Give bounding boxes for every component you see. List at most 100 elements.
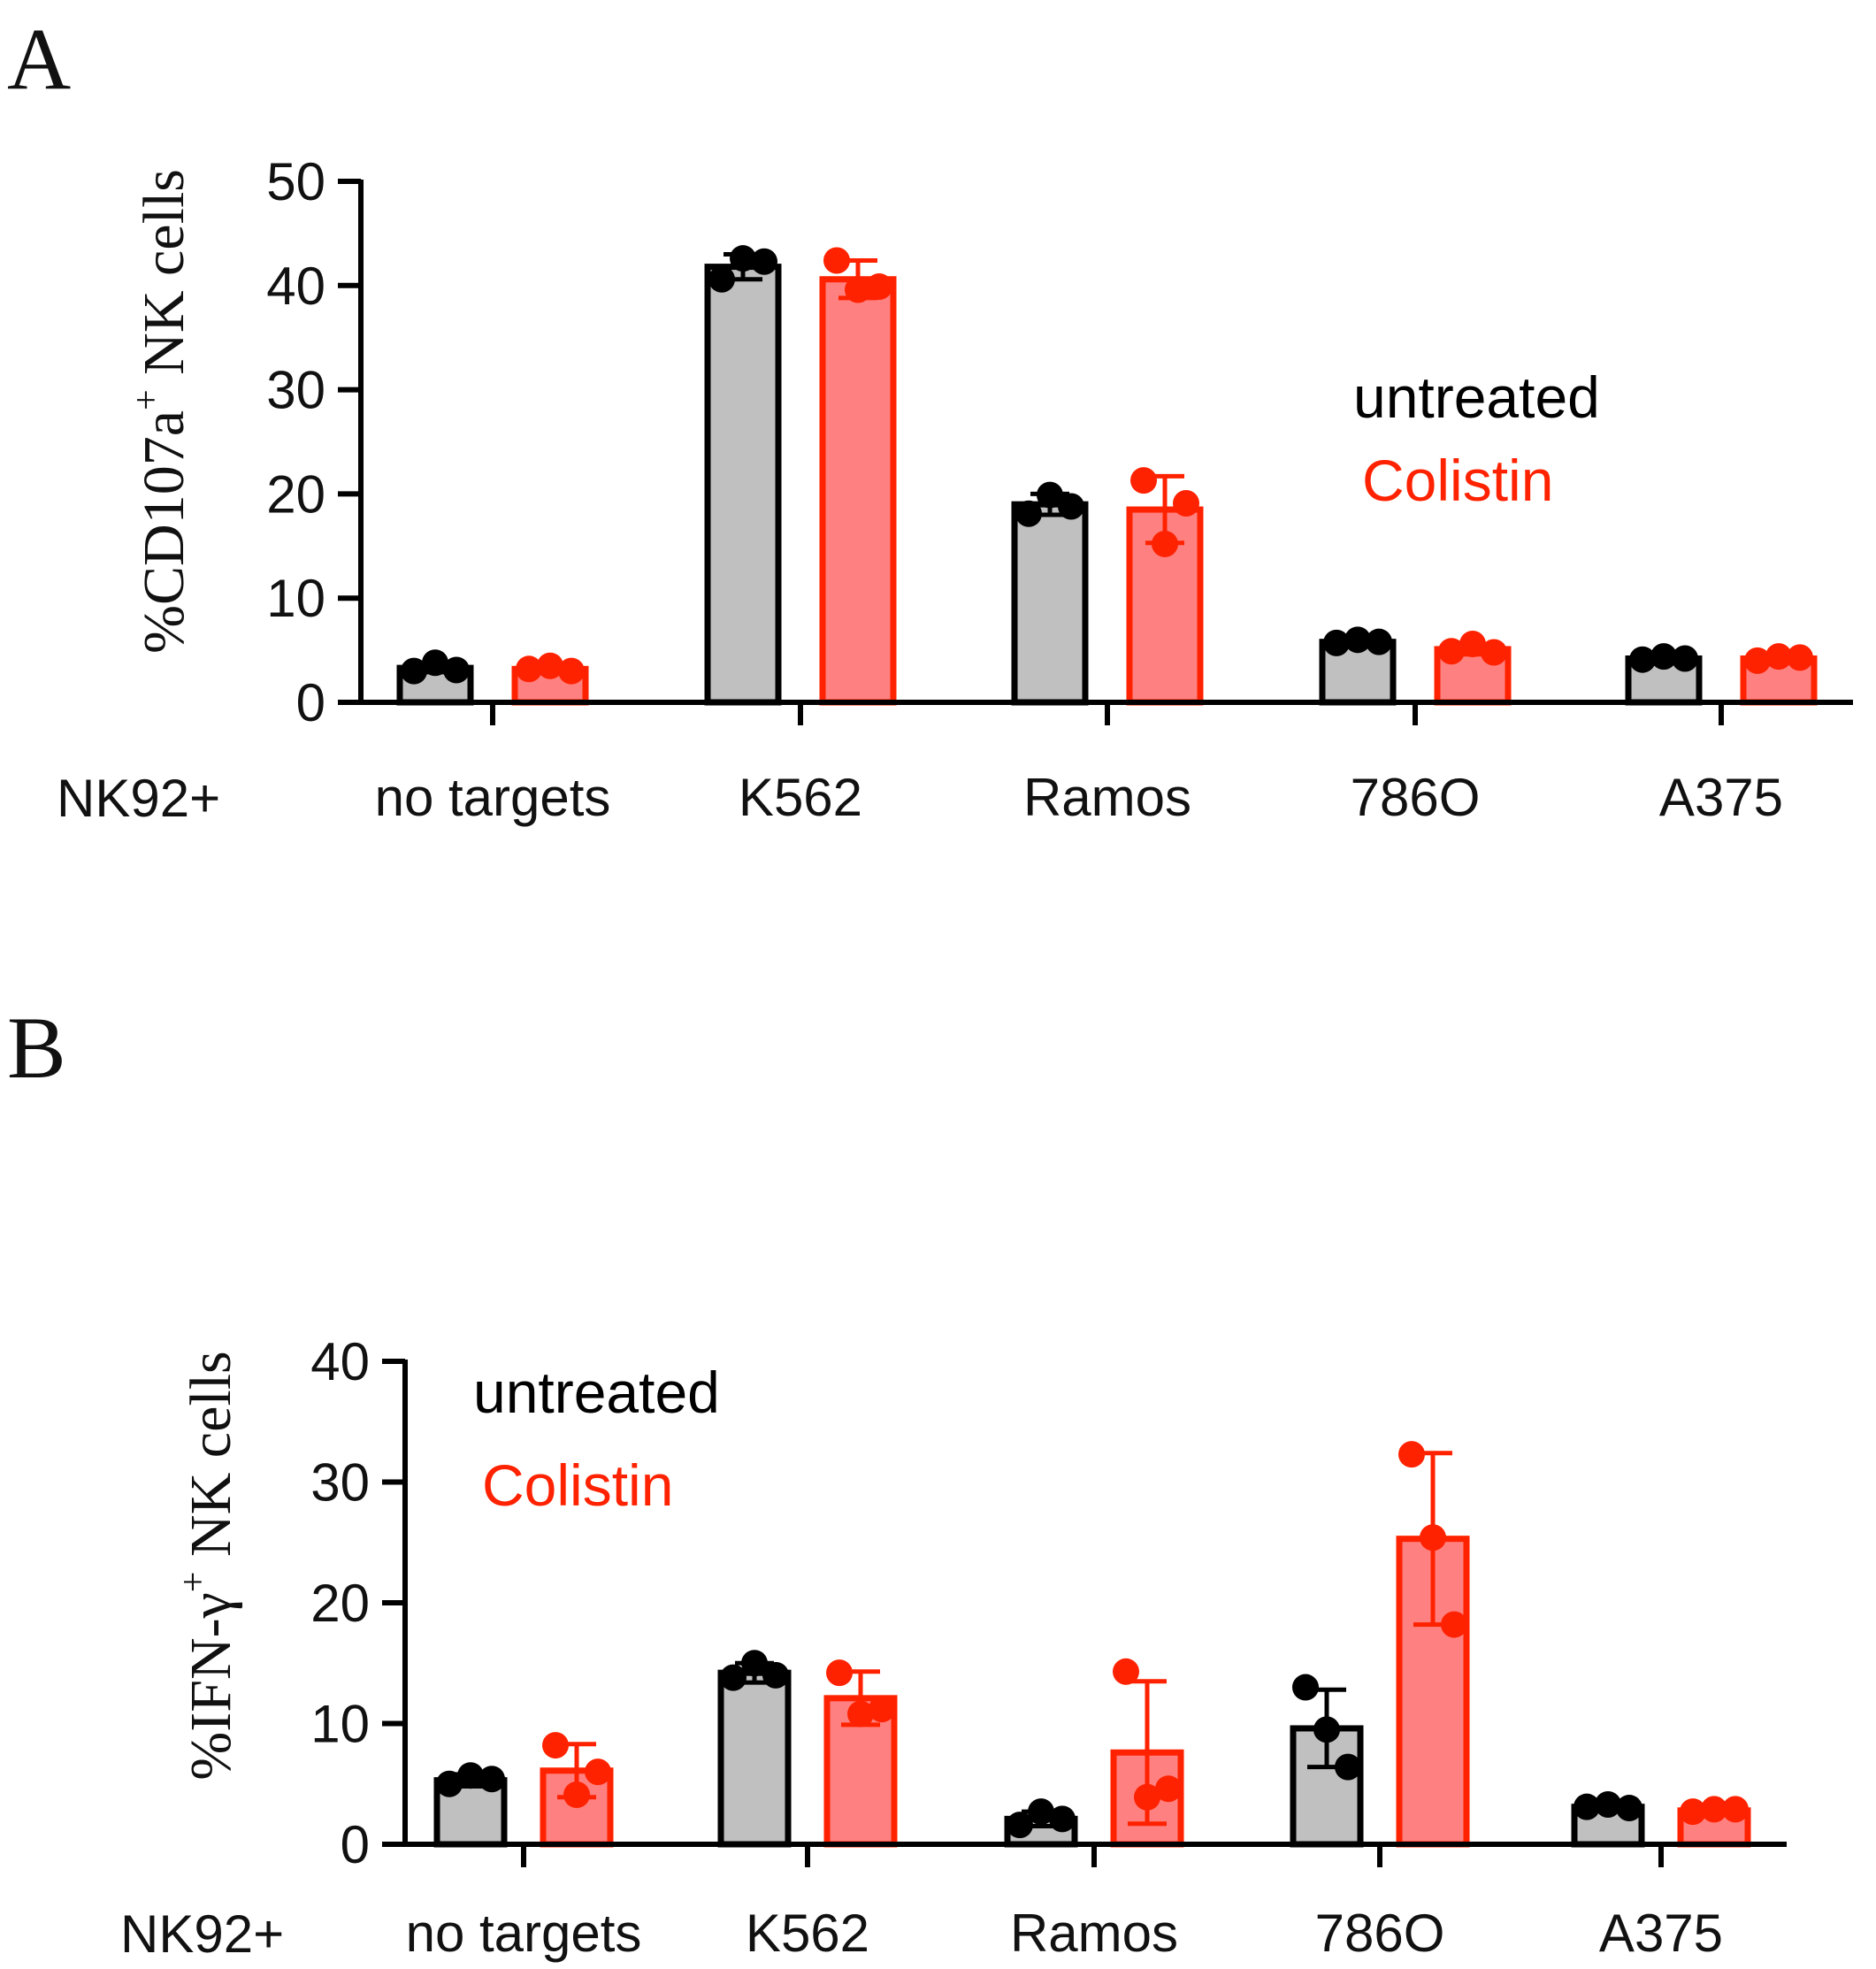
panel-a-point-colistin-1-0 xyxy=(823,247,850,274)
panel-b-point-untreated-3-2 xyxy=(1335,1753,1361,1781)
panel-a-point-untreated-4-1 xyxy=(1650,643,1677,670)
panel-a-legend-colistin: Colistin xyxy=(1362,448,1553,513)
panel-a-bar-untreated-2 xyxy=(1011,501,1089,706)
panel-b-point-untreated-1-2 xyxy=(762,1661,789,1689)
panel-a-point-colistin-1-2 xyxy=(866,272,892,300)
panel-a-ylabel-sup: + xyxy=(126,389,167,410)
panel-a-point-untreated-1-1 xyxy=(730,245,756,272)
panel-b-point-colistin-2-0 xyxy=(1113,1658,1139,1685)
panel-a-point-untreated-3-1 xyxy=(1344,626,1371,654)
panel-a-point-colistin-4-0 xyxy=(1744,647,1771,674)
panel-a-point-untreated-1-2 xyxy=(751,248,777,275)
panel-a-point-colistin-4-2 xyxy=(1787,644,1813,671)
panel-b-point-untreated-2-1 xyxy=(1028,1798,1054,1826)
panel-b-point-untreated-4-1 xyxy=(1595,1790,1621,1818)
panel-a-category-label-3: 786O xyxy=(1351,768,1481,827)
panel-b-point-colistin-4-0 xyxy=(1680,1798,1706,1826)
panel-a-ytick-label-5: 50 xyxy=(266,152,325,211)
panel-b-point-colistin-1-1 xyxy=(847,1700,874,1728)
panel-b-legend-colistin: Colistin xyxy=(482,1452,673,1518)
panel-a-ylabel: %CD107a+ NK cells xyxy=(126,169,196,654)
panel-b-point-untreated-4-0 xyxy=(1574,1793,1600,1820)
panel-b-point-colistin-1-0 xyxy=(826,1659,853,1687)
panel-a-point-untreated-2-0 xyxy=(1015,500,1042,527)
panel-a-point-colistin-2-0 xyxy=(1130,467,1157,494)
panel-a-point-colistin-0-1 xyxy=(537,652,563,679)
panel-a-point-colistin-0-2 xyxy=(558,657,585,685)
panel-b-point-colistin-3-0 xyxy=(1398,1441,1425,1468)
panel-b-point-untreated-4-2 xyxy=(1616,1795,1642,1822)
panel-b-bar-untreated-1 xyxy=(717,1669,792,1848)
panel-a-point-colistin-2-1 xyxy=(1152,530,1178,557)
panel-a-ytick-label-0: 0 xyxy=(296,673,325,732)
panel-b-category-label-3: 786O xyxy=(1315,1904,1445,1963)
panel-b-ytick-label-1: 10 xyxy=(310,1695,370,1754)
panel-b-point-colistin-0-1 xyxy=(563,1781,590,1809)
panel-b-point-untreated-2-2 xyxy=(1049,1805,1076,1833)
panel-b-point-untreated-1-0 xyxy=(720,1664,747,1691)
panel-a-point-untreated-2-1 xyxy=(1037,481,1063,509)
panel-a-bar-untreated-1 xyxy=(704,264,782,706)
panel-a-point-colistin-1-1 xyxy=(845,276,871,303)
panel-b-category-label-4: A375 xyxy=(1599,1904,1723,1963)
panel-a-point-colistin-4-1 xyxy=(1765,643,1792,670)
panel-b-point-colistin-4-1 xyxy=(1701,1796,1727,1823)
panel-a-point-untreated-4-2 xyxy=(1672,645,1698,672)
panel-b-ylabel-sup: + xyxy=(173,1572,214,1593)
panel-b-category-label-1: K562 xyxy=(746,1904,869,1963)
panel-a-ytick-label-2: 20 xyxy=(266,464,325,524)
panel-a-bar-colistin-1 xyxy=(819,276,897,706)
panel-b-point-untreated-0-1 xyxy=(457,1762,484,1789)
panel-a-category-label-2: Ramos xyxy=(1023,768,1191,827)
panel-a-ylabel-tail: NK cells xyxy=(132,169,196,389)
panel-b-point-colistin-3-1 xyxy=(1420,1524,1446,1551)
panel-b-point-untreated-0-2 xyxy=(479,1766,505,1793)
panel-a-letter: A xyxy=(7,10,71,108)
panel-a-point-untreated-0-0 xyxy=(401,657,427,685)
panel-b-bar-untreated-3 xyxy=(1290,1725,1364,1848)
panel-b-category-label-0: no targets xyxy=(406,1904,642,1963)
panel-a-point-untreated-3-2 xyxy=(1366,628,1392,655)
panel-a-point-untreated-4-0 xyxy=(1629,646,1656,673)
panel-b-category-label-2: Ramos xyxy=(1010,1904,1178,1963)
panel-b-point-colistin-1-2 xyxy=(869,1696,895,1723)
panel-b-point-colistin-3-2 xyxy=(1441,1611,1467,1638)
panel-b-point-untreated-2-0 xyxy=(1007,1812,1033,1839)
panel-b-point-untreated-1-1 xyxy=(741,1650,768,1677)
panel-a-ytick-label-4: 40 xyxy=(266,257,325,316)
panel-b-point-colistin-4-2 xyxy=(1722,1796,1749,1823)
panel-a-category-label-0: no targets xyxy=(375,768,611,827)
panel-a: A %CD107a+ NK cells NK92+ untreated Coli… xyxy=(7,10,1853,828)
panel-b: B %IFN-γ+ NK cells NK92+ untreated Colis… xyxy=(7,999,1787,1964)
panel-b-x-prefix: NK92+ xyxy=(120,1904,284,1964)
panel-a-ytick-label-3: 30 xyxy=(266,361,325,420)
panel-a-x-prefix: NK92+ xyxy=(57,769,220,828)
panel-b-plot: 0 10 20 30 40 no targets K562 Ramos 786O A375 xyxy=(310,1332,1787,1963)
panel-b-point-untreated-0-0 xyxy=(436,1770,463,1797)
panel-a-category-label-1: K562 xyxy=(739,768,862,827)
panel-b-point-colistin-0-2 xyxy=(585,1758,611,1786)
panel-a-point-colistin-3-0 xyxy=(1438,638,1465,665)
panel-b-ytick-label-4: 40 xyxy=(310,1332,370,1391)
panel-b-point-colistin-0-0 xyxy=(542,1732,569,1759)
panel-b-ytick-label-2: 20 xyxy=(310,1574,370,1633)
panel-b-ytick-label-0: 0 xyxy=(341,1815,370,1874)
panel-a-point-untreated-0-1 xyxy=(422,649,448,677)
panel-a-point-untreated-1-0 xyxy=(708,265,735,293)
panel-a-point-colistin-3-2 xyxy=(1481,639,1507,666)
panel-a-legend-untreated: untreated xyxy=(1353,364,1600,430)
panel-b-point-untreated-3-0 xyxy=(1292,1674,1319,1701)
panel-b-letter: B xyxy=(7,999,66,1097)
panel-b-point-colistin-2-1 xyxy=(1134,1783,1160,1811)
panel-a-point-colistin-0-0 xyxy=(516,655,542,683)
panel-a-point-colistin-2-2 xyxy=(1173,490,1199,517)
panel-a-plot: 0 10 20 30 40 50 no targets K562 Ramos 786O A375 xyxy=(266,152,1853,827)
panel-a-point-untreated-2-2 xyxy=(1058,493,1084,520)
panel-a-category-label-4: A375 xyxy=(1659,768,1783,827)
panel-a-point-untreated-0-2 xyxy=(443,656,470,684)
panel-b-ytick-label-3: 30 xyxy=(310,1453,370,1513)
panel-b-ylabel: %IFN-γ+ NK cells xyxy=(173,1351,243,1780)
panel-b-point-untreated-3-1 xyxy=(1313,1716,1340,1743)
panel-a-ylabel-main: %CD107a xyxy=(132,410,196,654)
